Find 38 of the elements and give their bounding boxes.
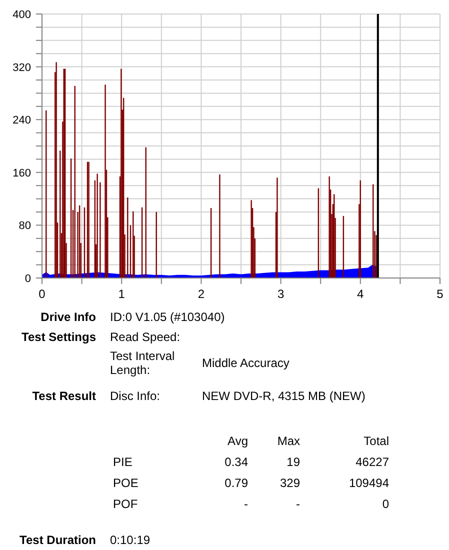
x-tick-label: 5 — [436, 287, 444, 301]
text: POE — [113, 476, 138, 490]
x-tick-label: 2 — [198, 287, 205, 301]
y-tick-label: 400 — [12, 9, 31, 21]
text: NEW DVD-R, 4315 MB (NEW) — [202, 389, 366, 403]
text: ID:0 V1.05 (#103040) — [110, 310, 225, 324]
text: Read Speed: — [110, 330, 180, 344]
y-tick-label: 160 — [12, 167, 31, 180]
x-tick-label: 3 — [277, 287, 284, 301]
text: Test Result — [32, 389, 96, 403]
x-tick-label: 1 — [118, 287, 126, 301]
text: PIE — [113, 455, 132, 469]
text: Test Interval Length: — [110, 349, 176, 377]
text: - — [296, 497, 300, 511]
text: 0.79 — [224, 476, 248, 490]
text: 0:10:19 — [110, 533, 150, 547]
text: Avg — [228, 434, 248, 448]
y-tick-label: 320 — [12, 62, 31, 74]
text: POF — [113, 497, 138, 511]
text: 19 — [286, 455, 300, 469]
text: Test Duration — [20, 533, 96, 547]
text: Total — [364, 434, 389, 448]
text: 329 — [280, 476, 300, 490]
y-tick-label: 0 — [24, 273, 31, 285]
text: - — [244, 497, 248, 511]
text: 0.34 — [224, 455, 248, 469]
text: 46227 — [356, 455, 389, 469]
text: Middle Accuracy — [202, 356, 290, 370]
text: 109494 — [348, 476, 389, 490]
x-tick-label: 4 — [357, 287, 364, 301]
text: Drive Info — [40, 310, 96, 324]
x-tick-label: 0 — [38, 287, 46, 301]
text: Max — [277, 434, 300, 448]
text: 0 — [382, 497, 389, 511]
text: Test Settings — [22, 330, 96, 344]
y-tick-label: 80 — [18, 220, 31, 232]
y-tick-label: 240 — [12, 114, 31, 127]
text: Disc Info: — [110, 389, 160, 403]
